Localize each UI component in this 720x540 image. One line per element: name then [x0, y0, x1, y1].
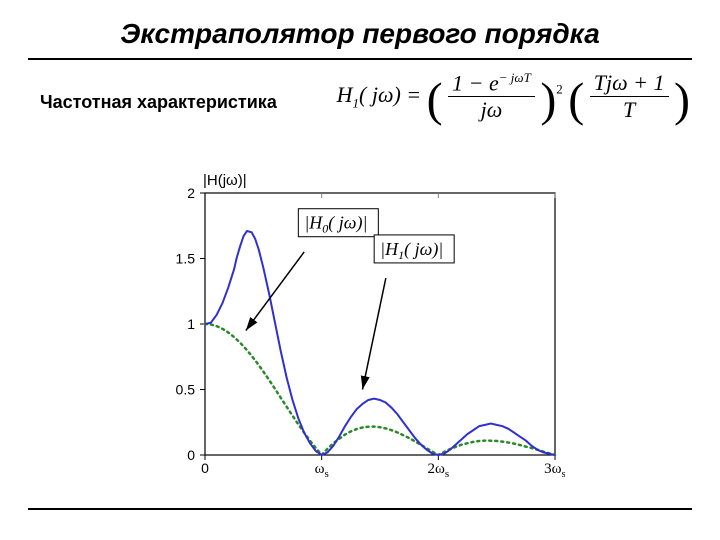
main-formula: H1( jω) = ( 1 − e− jωT jω )2 ( Tjω + 1 T…: [337, 70, 690, 128]
divider-top: [28, 58, 692, 60]
svg-text:2: 2: [187, 185, 195, 201]
svg-text:0: 0: [187, 447, 195, 463]
divider-bottom: [28, 508, 692, 510]
svg-text:|H(jω)|: |H(jω)|: [203, 172, 247, 189]
page-title: Экстраполятор первого порядка: [0, 0, 720, 58]
formula-lhs: H1( jω) =: [337, 82, 427, 107]
svg-text:2ωs: 2ωs: [428, 461, 450, 480]
chart-svg: 0 0.5 1 1.5 2 0 ωs 2ωs 3ωs |H(jω)| |H0( jω)| |H1( j…: [155, 165, 565, 485]
subtitle: Частотная характеристика: [40, 92, 277, 113]
svg-text:3ωs: 3ωs: [544, 461, 565, 480]
svg-text:1.5: 1.5: [176, 251, 196, 267]
svg-text:ωs: ωs: [315, 461, 329, 480]
svg-text:1: 1: [187, 316, 195, 332]
svg-text:0.5: 0.5: [176, 382, 196, 398]
chart: 0 0.5 1 1.5 2 0 ωs 2ωs 3ωs |H(jω)| |H0( jω)| |H1( j…: [155, 165, 565, 485]
svg-text:0: 0: [201, 460, 209, 476]
svg-text:|H1( jω)|: |H1( jω)|: [380, 239, 443, 262]
svg-text:|H0( jω)|: |H0( jω)|: [304, 213, 367, 236]
